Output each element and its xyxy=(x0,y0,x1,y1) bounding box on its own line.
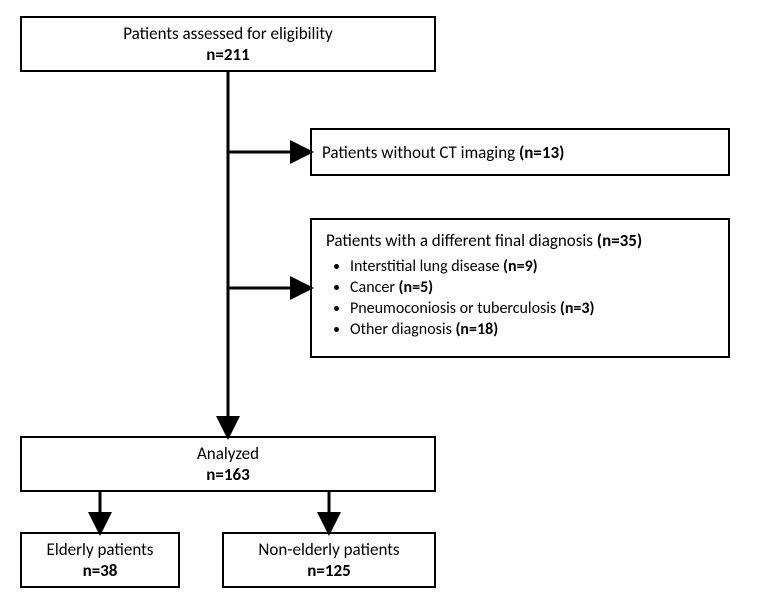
node-nonelderly-n: n=125 xyxy=(307,560,350,581)
node-elderly-n: n=38 xyxy=(83,560,118,581)
list-item: Cancer (n=5) xyxy=(350,278,594,297)
node-nonelderly-label: Non-elderly patients xyxy=(258,539,399,560)
list-item-text: Pneumoconiosis or tuberculosis xyxy=(350,299,560,318)
node-excl-ct: Patients without CT imaging (n=13) xyxy=(310,128,730,176)
list-item: Other diagnosis (n=18) xyxy=(350,320,594,339)
node-analyzed-label: Analyzed xyxy=(197,443,259,464)
node-excl-diag: Patients with a different final diagnosi… xyxy=(310,218,730,358)
node-excl-diag-text: Patients with a different final diagnosi… xyxy=(326,230,597,251)
node-eligibility: Patients assessed for eligibility n=211 xyxy=(20,16,436,72)
list-item-n: (n=9) xyxy=(503,257,538,276)
node-excl-diag-line: Patients with a different final diagnosi… xyxy=(326,230,642,251)
node-excl-ct-n: (n=13) xyxy=(519,142,564,163)
list-item-text: Cancer xyxy=(350,278,399,297)
list-item-text: Other diagnosis xyxy=(350,320,455,339)
node-eligibility-n: n=211 xyxy=(206,44,249,65)
list-item-n: (n=18) xyxy=(455,320,498,339)
node-excl-ct-text: Patients without CT imaging xyxy=(322,142,519,163)
node-excl-diag-list: Interstitial lung disease (n=9) Cancer (… xyxy=(326,255,594,341)
node-eligibility-label: Patients assessed for eligibility xyxy=(123,23,332,44)
node-elderly-label: Elderly patients xyxy=(47,539,154,560)
node-nonelderly: Non-elderly patients n=125 xyxy=(222,532,436,588)
node-analyzed: Analyzed n=163 xyxy=(20,436,436,492)
node-excl-diag-n: (n=35) xyxy=(597,230,642,251)
list-item-n: (n=5) xyxy=(399,278,434,297)
list-item: Interstitial lung disease (n=9) xyxy=(350,257,594,276)
list-item: Pneumoconiosis or tuberculosis (n=3) xyxy=(350,299,594,318)
list-item-text: Interstitial lung disease xyxy=(350,257,503,276)
node-excl-ct-line: Patients without CT imaging (n=13) xyxy=(322,142,564,163)
node-analyzed-n: n=163 xyxy=(206,464,249,485)
node-elderly: Elderly patients n=38 xyxy=(20,532,180,588)
list-item-n: (n=3) xyxy=(560,299,595,318)
